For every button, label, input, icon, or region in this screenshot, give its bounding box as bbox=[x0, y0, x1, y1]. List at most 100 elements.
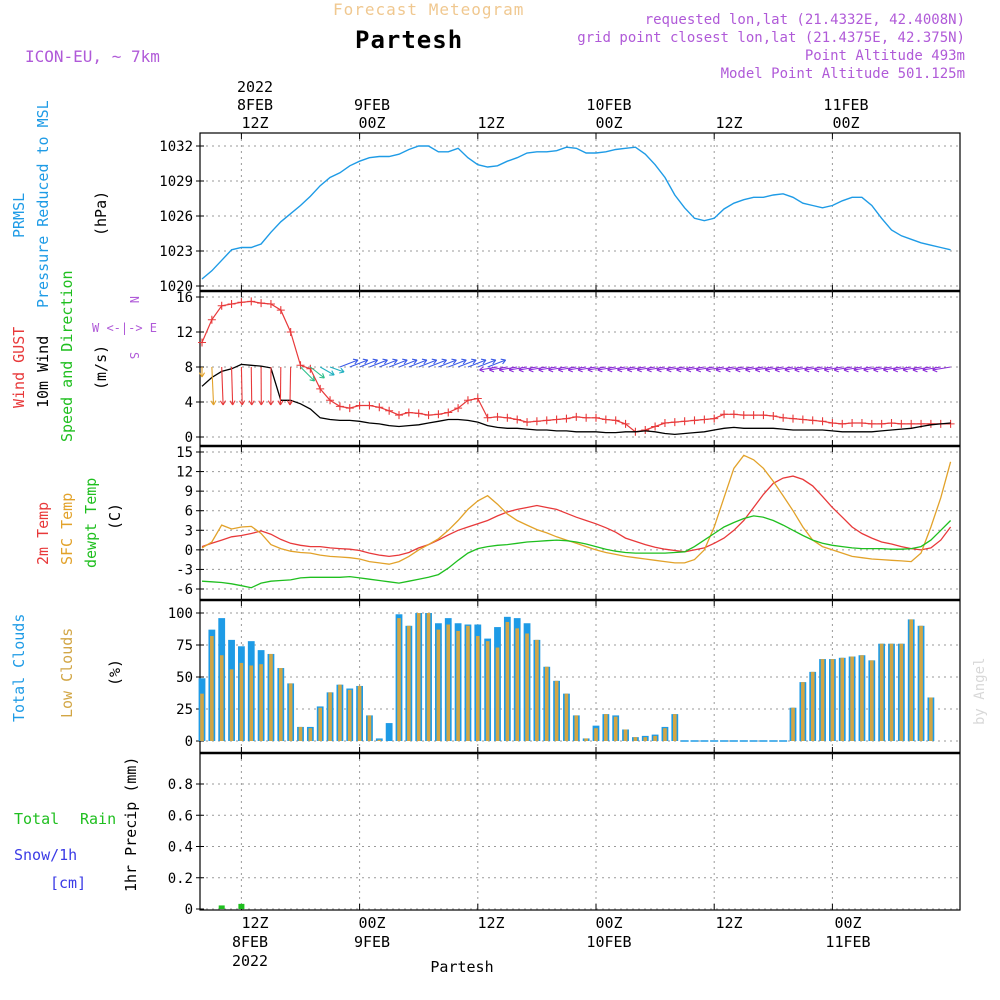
bottom-date-11feb: 11FEB bbox=[825, 933, 870, 951]
top-date-10feb: 10FEB bbox=[586, 96, 631, 114]
chart-marks bbox=[198, 145, 955, 909]
rain-bar bbox=[238, 903, 245, 909]
wind-arrow-head bbox=[636, 366, 642, 373]
wind-arrow bbox=[863, 366, 882, 371]
total-clouds-label: Total Clouds bbox=[10, 614, 28, 722]
gust-marker bbox=[838, 419, 847, 428]
y-tick-label: 12 bbox=[176, 465, 193, 481]
wind-arrow bbox=[627, 366, 646, 371]
wind-arrow bbox=[912, 366, 931, 371]
bottom-hour-00z-11feb: 00Z bbox=[834, 914, 861, 932]
wind-arrow-head bbox=[705, 366, 711, 373]
wind-arrow bbox=[479, 366, 498, 371]
wind-arrow bbox=[477, 359, 496, 368]
gust-marker bbox=[660, 419, 669, 427]
point-altitude: Point Altitude 493m bbox=[805, 48, 965, 64]
bottom-hour-00z-9feb: 00Z bbox=[358, 914, 385, 932]
y-tick-label: -6 bbox=[176, 582, 193, 598]
wind-arrow-head bbox=[431, 358, 438, 365]
low-cloud-bar bbox=[259, 664, 263, 741]
wind-arrow bbox=[902, 366, 922, 371]
wind-arrow bbox=[487, 359, 506, 368]
gust-marker bbox=[670, 418, 679, 427]
wind-arrow bbox=[289, 366, 292, 406]
temp-sfc-label: SFC Temp bbox=[58, 493, 76, 565]
low-cloud-bar bbox=[643, 737, 648, 741]
y-tick-label: 100 bbox=[168, 606, 193, 622]
bottom-axis: 12Z 8FEB 2022 00Z 9FEB 12Z 00Z 10FEB 12Z… bbox=[232, 914, 871, 970]
low-clouds-label: Low Clouds bbox=[58, 628, 76, 718]
low-cloud-bar bbox=[229, 669, 234, 741]
wind-arrow bbox=[735, 366, 754, 371]
wind-arrow bbox=[359, 359, 378, 368]
wind-arrow-head bbox=[656, 366, 662, 373]
low-cloud-bar bbox=[269, 653, 273, 741]
wind-arrow bbox=[824, 366, 843, 371]
pressure-label-unit: (hPa) bbox=[92, 191, 110, 236]
wind-arrow-head bbox=[882, 366, 889, 373]
gust-marker bbox=[286, 328, 295, 336]
wind-arrow bbox=[853, 366, 872, 371]
gust-marker bbox=[276, 306, 285, 315]
gust-marker bbox=[532, 417, 541, 426]
low-cloud-bar bbox=[426, 613, 431, 741]
wind-arrow bbox=[715, 366, 734, 371]
compass-n: N bbox=[127, 296, 141, 303]
wind-arrow bbox=[231, 366, 234, 406]
y-tick-label: 75 bbox=[176, 638, 193, 654]
precip-rain-label: Rain bbox=[80, 810, 116, 828]
wind-arrow-head bbox=[922, 366, 928, 373]
gust-marker bbox=[355, 401, 364, 410]
wind-arrow bbox=[398, 359, 418, 368]
gust-marker bbox=[867, 419, 876, 428]
low-cloud-bar bbox=[909, 619, 913, 741]
wind-arrow-head bbox=[774, 366, 780, 373]
wind-arrow bbox=[349, 359, 368, 368]
gust-marker bbox=[907, 419, 916, 428]
top-axis: 2022 8FEB 12Z 9FEB 00Z 12Z 10FEB 00Z 12Z… bbox=[237, 78, 869, 132]
gust-marker bbox=[296, 361, 305, 370]
gust-marker bbox=[503, 413, 512, 422]
wind-arrow bbox=[528, 366, 547, 371]
gust-marker bbox=[729, 410, 738, 419]
wind-arrow-head bbox=[451, 358, 457, 365]
top-date-8feb: 8FEB bbox=[237, 96, 273, 114]
low-cloud-bar bbox=[899, 643, 904, 741]
wind-arrow-head bbox=[597, 366, 603, 373]
wind-arrow bbox=[408, 359, 428, 368]
low-cloud-bar bbox=[653, 735, 657, 741]
gust-marker bbox=[266, 300, 275, 308]
wind-arrow-head bbox=[500, 358, 507, 365]
wind-arrow-head bbox=[784, 366, 790, 373]
wind-arrow bbox=[893, 366, 912, 371]
wind-arrow bbox=[932, 366, 951, 371]
gust-marker bbox=[926, 419, 935, 428]
temp-unit-label: (C) bbox=[106, 503, 124, 530]
wind-arrow bbox=[686, 366, 705, 371]
low-cloud-bar bbox=[328, 692, 332, 741]
total-cloud-bar bbox=[385, 723, 393, 741]
y-tick-label: 1026 bbox=[159, 209, 193, 225]
gust-marker bbox=[237, 298, 246, 307]
wind-arrow bbox=[221, 366, 224, 406]
low-cloud-bar bbox=[505, 621, 510, 741]
gust-marker bbox=[552, 415, 561, 424]
wind-arrow bbox=[834, 366, 853, 371]
gust-marker bbox=[473, 394, 482, 403]
y-tick-label: 25 bbox=[176, 702, 193, 718]
gust-marker bbox=[523, 418, 532, 427]
plot-frame bbox=[199, 132, 961, 911]
precip-cm-label: [cm] bbox=[50, 874, 86, 892]
y-tick-label: 0.6 bbox=[168, 808, 193, 824]
wind-arrow-head bbox=[372, 358, 379, 365]
gust-marker bbox=[710, 414, 719, 423]
gust-marker bbox=[789, 414, 797, 423]
y-tick-label: 1032 bbox=[159, 139, 193, 155]
wind-arrow bbox=[538, 366, 557, 371]
wind-arrow bbox=[379, 359, 398, 368]
wind-arrow-head bbox=[607, 366, 613, 373]
gust-marker bbox=[808, 416, 817, 425]
low-cloud-bar bbox=[347, 689, 352, 741]
wind-arrow bbox=[873, 366, 892, 371]
precip-total-label: Total bbox=[14, 810, 59, 828]
